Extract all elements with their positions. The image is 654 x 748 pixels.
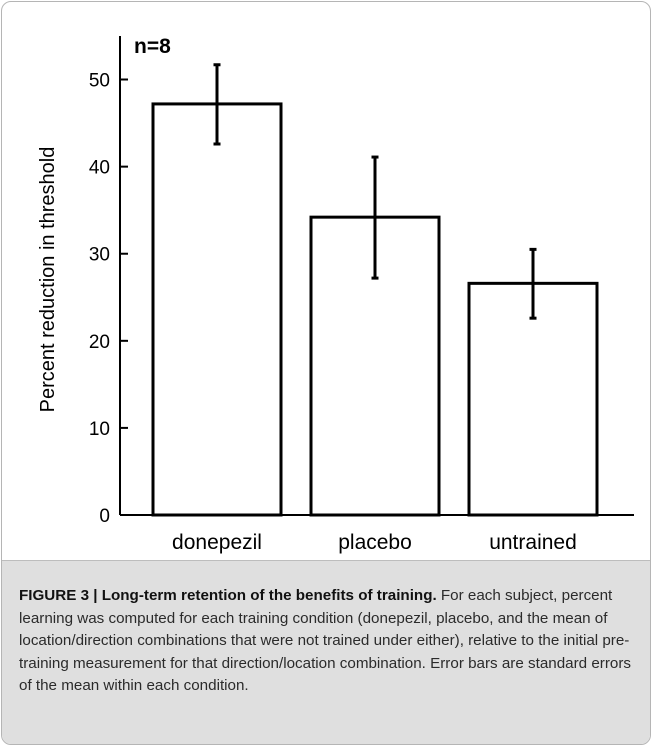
bar <box>151 102 283 517</box>
bar <box>467 281 599 517</box>
sample-size-label: n=8 <box>134 35 171 58</box>
y-tick-label: 40 <box>89 158 110 179</box>
caption-box: FIGURE 3 | Long-term retention of the be… <box>2 560 650 744</box>
category-label: placebo <box>338 531 412 554</box>
y-tick-label: 0 <box>99 506 110 527</box>
y-tick-label: 10 <box>89 419 110 440</box>
category-label: donepezil <box>172 531 262 554</box>
chart-error-bars <box>213 63 537 320</box>
y-tick-label: 30 <box>89 245 110 266</box>
caption-lead: FIGURE 3 | Long-term retention of the be… <box>19 587 437 604</box>
y-tick-label: 50 <box>89 71 110 92</box>
y-tick-label: 20 <box>89 332 110 353</box>
chart-labels: 0 10 20 30 40 50 donepezil placebo untrained Perc… <box>37 35 577 554</box>
y-axis-title: Percent reduction in threshold <box>37 147 59 413</box>
category-label: untrained <box>489 531 577 554</box>
caption-text: For each subject, percent learning was c… <box>19 587 632 695</box>
figure-caption: FIGURE 3 | Long-term retention of the be… <box>19 585 637 698</box>
bar-chart: 0 10 20 30 40 50 donepezil placebo untrained Perc… <box>37 35 634 554</box>
